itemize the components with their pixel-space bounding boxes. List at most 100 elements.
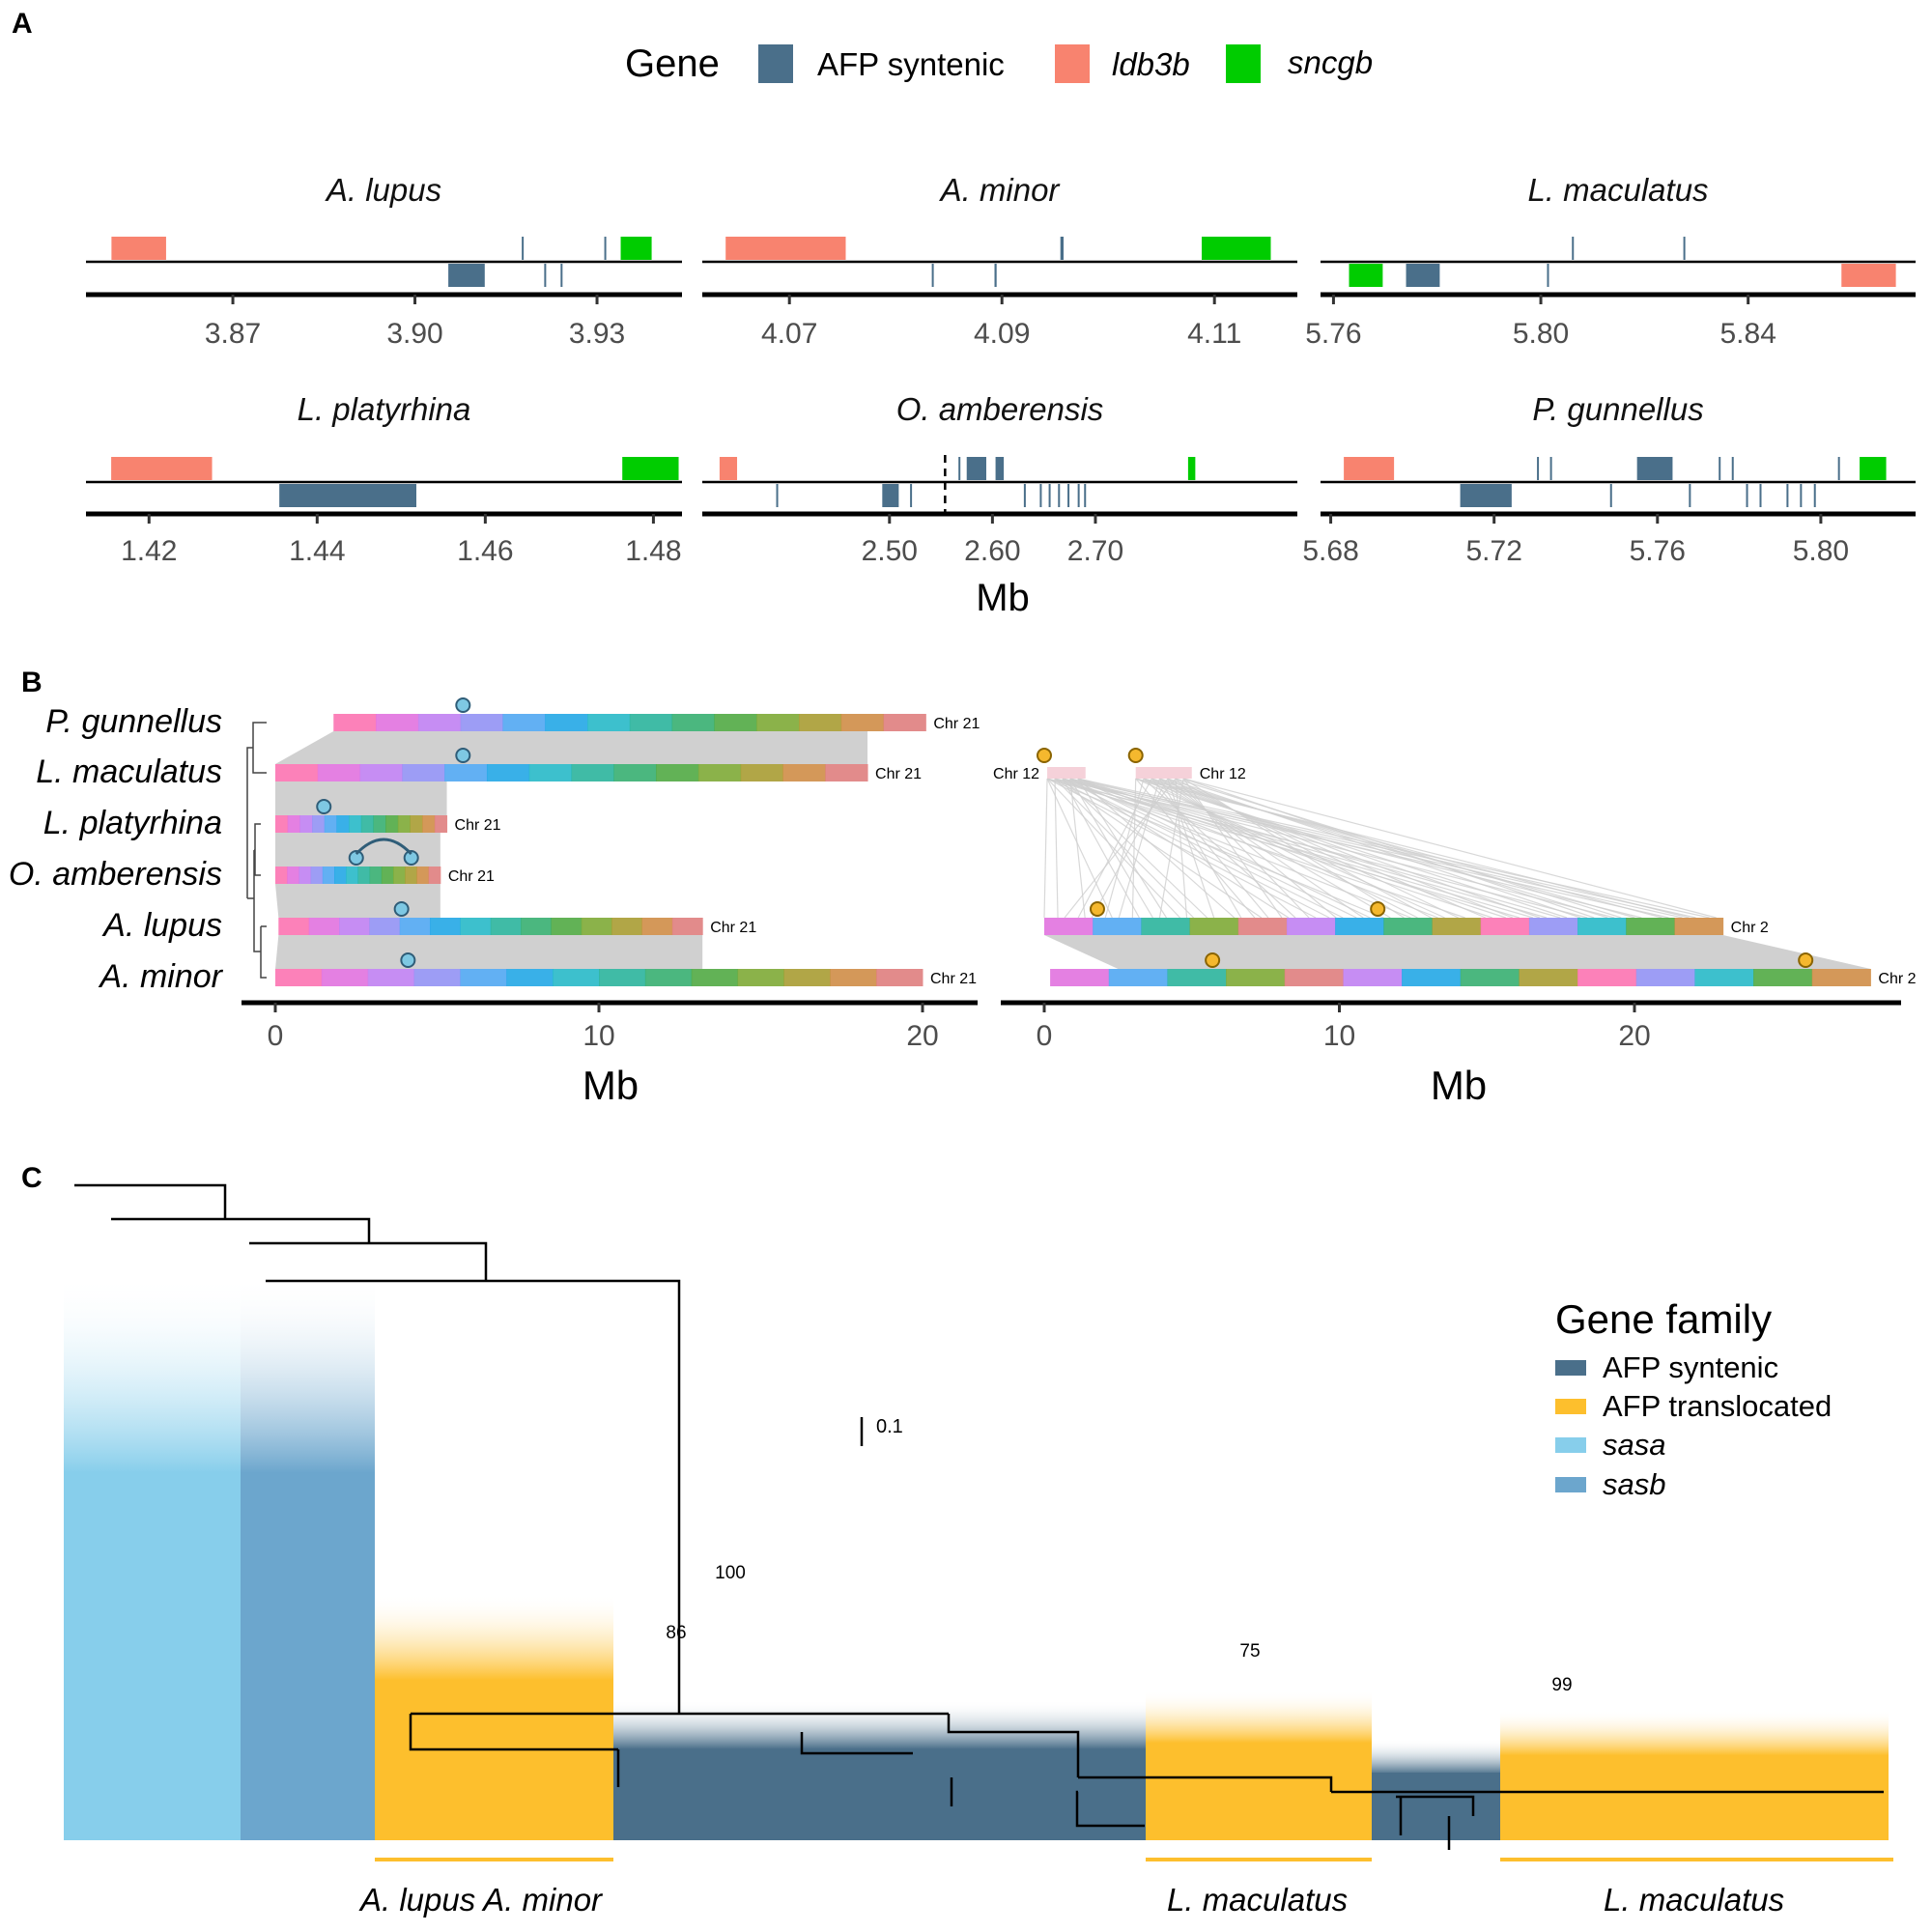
chromosome-bar-segment <box>339 918 370 935</box>
chromosome-bar-segment <box>756 714 800 731</box>
chromosome-label: Chr 21 <box>933 716 980 732</box>
chromosome-bar-segment <box>369 918 401 935</box>
chromosome-bar-segment <box>308 918 340 935</box>
chromosome-bar-segment <box>656 764 699 781</box>
gene-feature <box>931 264 934 287</box>
x-tick-label: 10 <box>1323 1020 1355 1052</box>
chromosome-bar-segment <box>1050 969 1110 986</box>
chromosome-bar-segment <box>357 867 371 884</box>
x-tick-label: 5.72 <box>1465 535 1521 567</box>
gene-track-o-amberensis: O. amberensis 2.50 2.60 2.70 <box>702 391 1297 567</box>
chromosome-bar-segment <box>737 969 784 986</box>
chromosome-bar-segment <box>310 867 324 884</box>
gene-feature <box>1746 484 1748 507</box>
synteny-link <box>1167 778 1459 919</box>
chromosome-bar-segment <box>373 815 386 833</box>
chromosome-bar-segment <box>321 969 369 986</box>
chromosome-bar-segment <box>460 918 492 935</box>
chromosome-bar <box>1047 767 1086 779</box>
chromosome-bar-segment <box>413 969 461 986</box>
synteny-link <box>1069 778 1492 919</box>
gene-feature <box>1683 237 1686 260</box>
gene-feature <box>910 484 913 507</box>
chromosome-bar-segment <box>278 918 310 935</box>
gene-feature <box>522 237 525 260</box>
gene-feature <box>994 264 997 287</box>
tip-block-sasa <box>64 1275 241 1840</box>
gene-feature <box>560 264 563 287</box>
chromosome-bar-segment <box>1528 918 1578 935</box>
x-tick-label: 1.46 <box>457 535 513 567</box>
gene-feature <box>1406 264 1440 287</box>
chromosome-bar-segment <box>671 714 715 731</box>
tip-block-sasb <box>241 1275 375 1840</box>
legend-label-sasa: sasa <box>1603 1428 1666 1462</box>
chromosome-bar-segment <box>1753 969 1813 986</box>
gene-feature <box>1039 484 1042 507</box>
gene-feature <box>1023 484 1026 507</box>
gene-track-a-minor: A. minor 4.07 4.09 4.11 <box>702 172 1297 350</box>
gene-feature <box>1460 484 1512 507</box>
gene-feature <box>1609 484 1612 507</box>
afp-locus-marker <box>348 850 364 866</box>
gene-feature <box>1731 457 1734 480</box>
chromosome-bar-segment <box>324 815 337 833</box>
chromosome-bar-segment <box>490 918 522 935</box>
gene-feature <box>966 457 986 480</box>
chromosome-bar-segment <box>299 815 313 833</box>
synteny-link <box>1046 778 1113 919</box>
afp-locus-marker <box>393 901 410 917</box>
chromosome-bar-segment <box>611 918 643 935</box>
chromosome-bar-segment <box>521 918 552 935</box>
afp-locus-marker <box>1127 748 1144 763</box>
synteny-link <box>1167 778 1215 919</box>
gene-feature <box>279 484 417 507</box>
track-title: L. platyrhina <box>298 391 471 427</box>
chromosome-bar-segment <box>349 815 362 833</box>
species-label: A. lupus <box>103 907 222 944</box>
chromosome-bar-segment <box>1284 969 1344 986</box>
x-tick-label: 20 <box>906 1020 938 1052</box>
track-title: A. lupus <box>325 172 441 208</box>
synteny-link <box>1054 778 1330 919</box>
x-axis-title: Mb <box>976 577 1030 619</box>
panel-label-b: B <box>21 667 43 698</box>
right-chromosomes: Chr 12 Chr 12 Chr 2 Chr 2 <box>993 748 1917 987</box>
gene-feature <box>1187 457 1196 480</box>
track-title: A. minor <box>939 172 1062 208</box>
gene-feature <box>111 457 213 480</box>
chromosome-bar-segment <box>460 969 507 986</box>
gene-feature <box>719 457 738 480</box>
x-tick-label: 0 <box>268 1020 284 1052</box>
gene-feature <box>1636 457 1673 480</box>
gene-feature <box>995 457 1005 480</box>
x-tick-label: 20 <box>1618 1020 1650 1052</box>
chromosome-bar-segment <box>397 815 412 833</box>
chromosome-bar-segment <box>1343 969 1403 986</box>
synteny-link <box>1135 778 1256 919</box>
synteny-link <box>1077 778 1152 919</box>
legend-swatch-sasb <box>1555 1477 1586 1492</box>
afp-locus-marker <box>455 697 471 713</box>
chromosome-bar-segment <box>486 764 530 781</box>
synteny-link <box>1062 778 1615 919</box>
chromosome-bar-segment <box>613 764 657 781</box>
gene-feature <box>1786 484 1789 507</box>
x-tick-label: 5.80 <box>1793 535 1849 567</box>
chromosome-label: Chr 21 <box>710 920 756 936</box>
x-tick-label: 3.90 <box>386 318 442 350</box>
afp-locus-marker <box>1205 952 1221 968</box>
chromosome-bar-segment <box>1383 918 1434 935</box>
synteny-link <box>1054 778 1465 919</box>
species-label: P. gunnellus <box>45 703 222 740</box>
gene-feature <box>1349 264 1383 287</box>
gene-feature <box>544 264 547 287</box>
bootstrap-label: 75 <box>1239 1641 1260 1662</box>
chromosome-bar-segment <box>336 815 350 833</box>
legend-swatch-sncgb <box>1226 44 1261 83</box>
tip-block-afp-translocated <box>1500 1710 1889 1840</box>
chromosome-bar-segment <box>434 815 448 833</box>
synteny-link <box>1064 778 1177 919</box>
synteny-link <box>1167 778 1581 919</box>
synteny-link <box>1175 778 1310 919</box>
